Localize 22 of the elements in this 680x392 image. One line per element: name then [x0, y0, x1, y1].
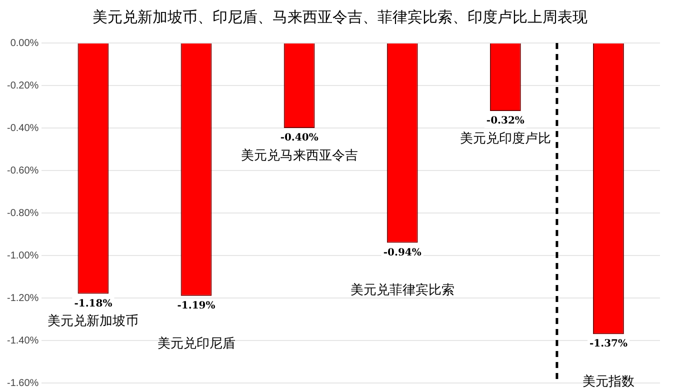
- data-label: -0.40%: [280, 132, 319, 144]
- data-label: -0.32%: [486, 116, 525, 127]
- data-label: -1.19%: [177, 300, 216, 312]
- y-tick-label: -1.20%: [6, 292, 39, 304]
- y-tick-label: -1.40%: [6, 335, 39, 346]
- y-tick-label: -1.00%: [6, 250, 39, 262]
- y-tick-label: -1.60%: [6, 378, 39, 389]
- x-tick-label: 美元兑马来西亚令吉: [240, 147, 358, 164]
- x-tick-label: 美元兑菲律宾比索: [350, 282, 454, 298]
- y-tick-label: -0.20%: [6, 80, 39, 92]
- chart-title: 美元兑新加坡币、印尼盾、马来西亚令吉、菲律宾比索、印度卢比上周表现: [92, 7, 588, 28]
- y-tick-label: -0.80%: [6, 208, 39, 219]
- data-label: -1.18%: [74, 298, 113, 310]
- x-tick-label: 美元兑印度卢比: [460, 130, 551, 146]
- data-label: -1.37%: [589, 338, 628, 350]
- y-tick-label: 0.00%: [10, 38, 39, 49]
- x-tick-label: 美元兑印尼盾: [157, 335, 236, 352]
- data-label: -0.94%: [383, 247, 422, 258]
- x-tick-label: 美元指数: [582, 374, 634, 390]
- y-tick-label: -0.40%: [6, 122, 39, 134]
- x-tick-label: 美元兑新加坡币: [48, 313, 139, 330]
- y-tick-label: -0.60%: [6, 165, 39, 176]
